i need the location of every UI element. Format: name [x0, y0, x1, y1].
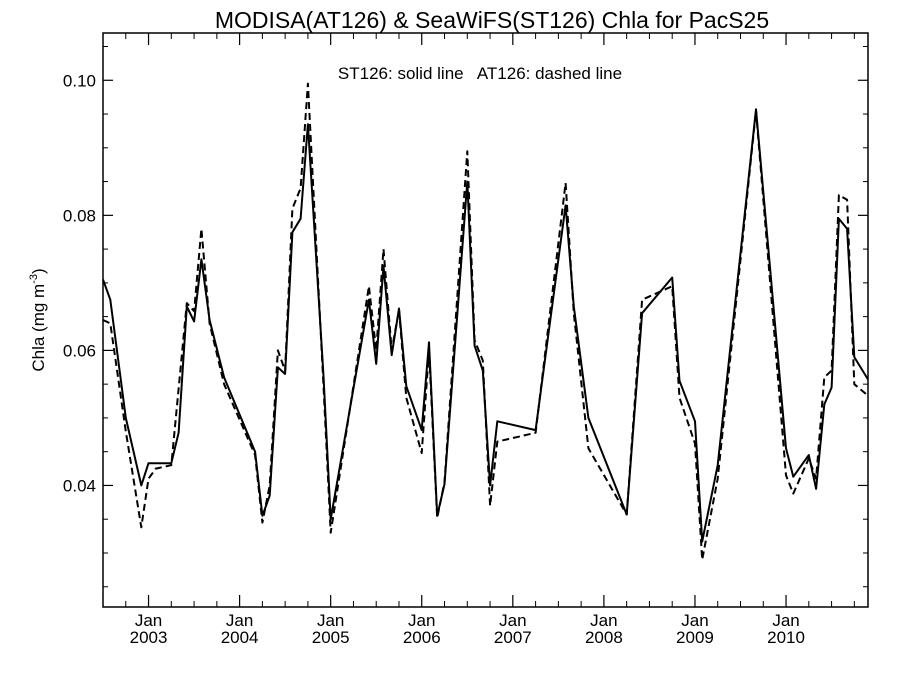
series-line-dashed: [102, 82, 869, 561]
axis-ticks: 0.040.060.080.10Jan2003Jan2004Jan2005Jan…: [63, 33, 868, 647]
series-layer: [102, 82, 869, 561]
x-tick-label-month: Jan: [408, 611, 435, 630]
y-tick-label: 0.06: [63, 341, 96, 360]
x-tick-label-month: Jan: [590, 611, 617, 630]
x-tick-label-month: Jan: [499, 611, 526, 630]
y-axis-label: Chla (mg m-3): [28, 268, 48, 371]
x-tick-label-year: 2008: [585, 628, 623, 647]
x-tick-label-year: 2003: [130, 628, 168, 647]
plot-frame: [102, 32, 869, 608]
y-axis-label-superscript: -3: [28, 274, 40, 284]
x-tick-label-year: 2004: [221, 628, 259, 647]
x-tick-label-year: 2009: [676, 628, 714, 647]
x-tick-label-month: Jan: [135, 611, 162, 630]
x-tick-label-year: 2010: [767, 628, 805, 647]
x-tick-label-month: Jan: [317, 611, 344, 630]
x-tick-label-month: Jan: [226, 611, 253, 630]
x-tick-label-month: Jan: [772, 611, 799, 630]
x-tick-label-year: 2006: [403, 628, 441, 647]
y-tick-label: 0.10: [63, 71, 96, 90]
y-axis-label-close: ): [29, 268, 48, 274]
x-tick-label-month: Jan: [681, 611, 708, 630]
chart-title: MODISA(AT126) & SeaWiFS(ST126) Chla for …: [215, 7, 769, 33]
y-tick-label: 0.04: [63, 476, 96, 495]
y-axis-label-main: Chla (mg m: [29, 284, 48, 372]
x-tick-label-year: 2007: [494, 628, 532, 647]
line-style-annotation: ST126: solid line AT126: dashed line: [338, 64, 622, 83]
x-tick-label-year: 2005: [312, 628, 350, 647]
y-tick-label: 0.08: [63, 206, 96, 225]
